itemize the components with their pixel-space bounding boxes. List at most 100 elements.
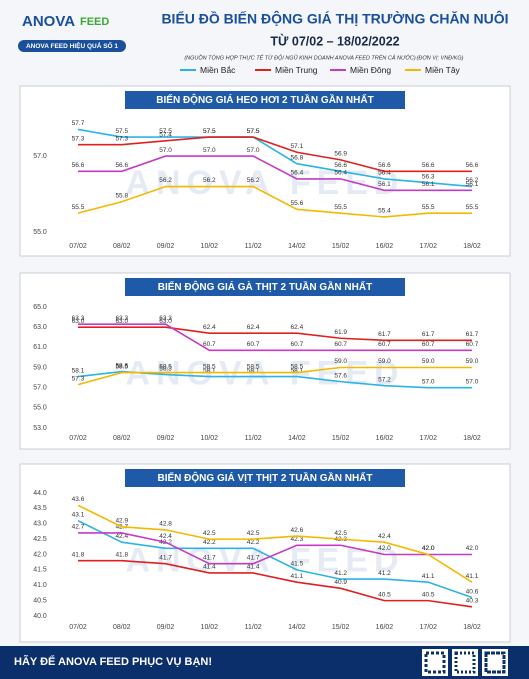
value-label: 60.7 xyxy=(466,341,479,348)
series-line xyxy=(78,532,472,565)
value-label: 42.6 xyxy=(291,527,304,534)
x-tick-label: 08/02 xyxy=(113,435,131,442)
value-label: 41.7 xyxy=(203,554,216,561)
legend-label: Miền Trung xyxy=(275,65,318,75)
value-label: 56.6 xyxy=(378,162,391,169)
y-tick-label: 55.0 xyxy=(33,405,47,412)
value-label: 58.1 xyxy=(291,367,304,374)
chart-title: BIẾN ĐỘNG GIÁ GÀ THỊT 2 TUẦN GẦN NHẤT xyxy=(158,280,372,293)
x-tick-label: 10/02 xyxy=(201,435,219,442)
value-label: 43.6 xyxy=(72,496,85,503)
main-title: BIỂU ĐỒ BIẾN ĐỘNG GIÁ THỊ TRƯỜNG CHĂN NU… xyxy=(161,10,508,27)
series-line xyxy=(77,185,472,218)
footer-text: HÃY ĐỂ ANOVA FEED PHỤC VỤ BẠN! xyxy=(14,655,212,668)
value-label: 57.4 xyxy=(159,132,172,139)
y-tick-label: 41.0 xyxy=(33,582,47,589)
value-label: 56.8 xyxy=(291,154,304,161)
value-label: 55.4 xyxy=(378,208,391,215)
value-label: 42.5 xyxy=(334,530,347,537)
value-label: 41.5 xyxy=(291,561,304,568)
series-line xyxy=(77,128,473,188)
x-tick-label: 08/02 xyxy=(113,624,131,631)
value-label: 42.0 xyxy=(422,545,435,552)
logo: ANOVA FEED ANOVA FEED HIỆU QUẢ SỐ 1 xyxy=(18,13,126,52)
y-tick-label: 40.0 xyxy=(33,613,47,620)
x-tick-label: 18/02 xyxy=(463,243,481,250)
value-label: 61.9 xyxy=(334,329,347,336)
value-label: 57.0 xyxy=(466,378,479,385)
value-label: 42.2 xyxy=(247,539,260,546)
x-tick-label: 15/02 xyxy=(332,624,350,631)
value-label: 41.2 xyxy=(378,570,391,577)
value-label: 42.5 xyxy=(203,530,216,537)
series-line xyxy=(78,136,472,173)
x-tick-label: 08/02 xyxy=(113,243,131,250)
value-label: 55.6 xyxy=(291,200,304,207)
value-label: 62.4 xyxy=(203,324,216,331)
value-label: 60.7 xyxy=(378,341,391,348)
x-tick-label: 10/02 xyxy=(201,243,219,250)
x-tick-label: 18/02 xyxy=(463,624,481,631)
value-label: 63.0 xyxy=(115,318,128,325)
chart-title: BIẾN ĐỘNG GIÁ VỊT THỊT 2 TUẦN GẦN NHẤT xyxy=(158,471,373,484)
watermark: ANOVA FEED xyxy=(125,354,404,392)
value-label: 40.5 xyxy=(422,591,435,598)
value-label: 63.0 xyxy=(72,318,85,325)
y-tick-label: 44.0 xyxy=(33,490,47,497)
value-label: 59.0 xyxy=(422,358,435,365)
value-label: 63.0 xyxy=(159,318,172,325)
value-label: 58.5 xyxy=(247,363,260,370)
brand: ANOVA xyxy=(22,13,75,30)
value-label: 56.9 xyxy=(334,151,347,158)
panel xyxy=(19,272,511,450)
value-label: 43.1 xyxy=(72,511,85,518)
value-label: 63.3 xyxy=(159,315,172,322)
qr-pattern xyxy=(454,651,476,674)
x-tick-label: 18/02 xyxy=(463,435,481,442)
source: (NGUỒN TỔNG HỢP THỰC TẾ TỪ ĐỘI NGŨ KINH … xyxy=(184,53,416,61)
value-label: 41.1 xyxy=(291,573,304,580)
brand-suffix: FEED xyxy=(80,16,109,28)
y-tick-label: 42.5 xyxy=(33,536,47,543)
value-label: 60.7 xyxy=(291,341,304,348)
value-label: 56.2 xyxy=(466,177,479,184)
x-tick-label: 15/02 xyxy=(332,243,350,250)
value-label: 42.8 xyxy=(159,521,172,528)
value-label: 41.4 xyxy=(247,564,260,571)
panel-title-band xyxy=(125,469,405,487)
panel xyxy=(19,463,511,643)
value-label: 42.9 xyxy=(115,518,128,525)
value-label: 60.7 xyxy=(203,341,216,348)
value-label: 56.4 xyxy=(291,170,304,177)
value-label: 42.7 xyxy=(72,524,85,531)
value-label: 60.7 xyxy=(247,341,260,348)
value-label: 56.2 xyxy=(203,177,216,184)
x-tick-label: 09/02 xyxy=(157,435,175,442)
series-line xyxy=(77,519,473,599)
subtitle: TỪ 07/02 – 18/02/2022 xyxy=(270,33,399,48)
chart-title: BIẾN ĐỘNG GIÁ HEO HƠI 2 TUẦN GẦN NHẤT xyxy=(156,93,373,106)
value-label: 59.0 xyxy=(466,358,479,365)
series-line xyxy=(78,559,473,608)
x-tick-label: 15/02 xyxy=(332,435,350,442)
value-label: 42.5 xyxy=(247,530,260,537)
value-label: 60.7 xyxy=(334,341,347,348)
qr-pattern xyxy=(484,651,506,674)
y-tick-label: 59.0 xyxy=(33,364,47,371)
series-line xyxy=(78,326,472,342)
x-tick-label: 07/02 xyxy=(69,243,87,250)
value-label: 58.6 xyxy=(115,362,128,369)
y-tick-label: 43.0 xyxy=(33,521,47,528)
value-label: 58.1 xyxy=(203,367,216,374)
value-label: 55.8 xyxy=(115,192,128,199)
y-tick-label: 57.0 xyxy=(33,385,47,392)
watermark: ANOVA FEED xyxy=(125,164,404,202)
legend-label: Miền Tây xyxy=(425,65,461,75)
series-line xyxy=(77,504,473,583)
value-label: 56.2 xyxy=(159,177,172,184)
x-tick-label: 17/02 xyxy=(419,624,437,631)
value-label: 57.5 xyxy=(159,128,172,135)
value-label: 56.1 xyxy=(422,181,435,188)
panel-title-band xyxy=(125,91,405,109)
